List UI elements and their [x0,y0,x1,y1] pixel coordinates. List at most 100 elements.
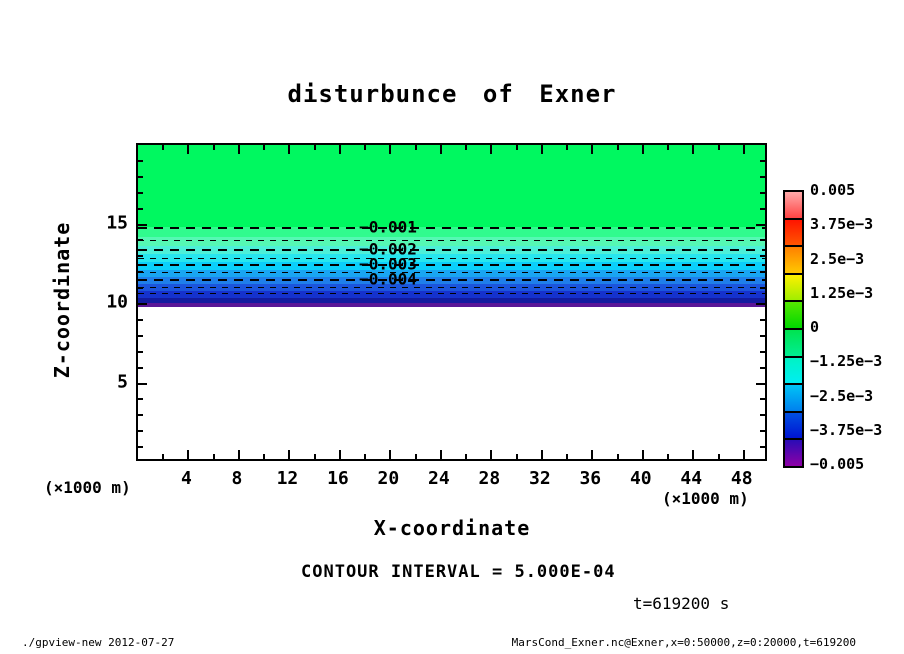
z-tick-left [138,318,143,321]
z-tick-left [138,414,143,417]
x-tick-bottom [540,450,543,459]
x-tick-top [288,145,291,154]
x-tick-bottom [364,454,367,459]
x-tick-bottom [414,454,417,459]
x-tick-top [389,145,392,154]
shade-band [138,307,765,459]
plot-area: −0.001 −0.002 −0.003 −0.004 [136,143,767,461]
z-tick-right [760,430,765,433]
z-tick-left [138,271,143,274]
z-axis-unit: (×1000 m) [44,478,131,497]
x-tick-top [439,145,442,154]
contour-line [138,279,765,282]
x-tick-bottom [313,454,316,459]
shade-band [138,298,765,304]
z-tick-left [138,366,143,369]
colorbar-tick-label: 0 [810,318,820,336]
colorbar-cell [785,247,802,275]
z-tick-right [760,271,765,274]
x-tick-label: 16 [327,468,349,489]
z-tick-left [138,175,143,178]
x-tick-label: 40 [629,468,652,489]
x-tick-top [515,145,518,150]
footer-data-source: MarsCond_Exner.nc@Exner,x=0:50000,z=0:20… [511,636,856,649]
contour-line [138,227,765,230]
z-tick-right [760,287,765,290]
z-tick-right [760,446,765,449]
z-tick-right [760,159,765,162]
colorbar-tick-label: −1.25e−3 [810,352,883,371]
x-tick-bottom [641,450,644,459]
x-tick-top [212,145,215,150]
z-tick-right [760,334,765,337]
colorbar-tick-label: −0.005 [810,455,865,473]
x-tick-label: 8 [231,468,243,489]
z-tick-left [138,303,147,305]
z-tick-left [138,350,143,353]
colorbar-cell [785,219,802,248]
x-tick-bottom [742,450,745,459]
z-tick-right [760,191,765,194]
x-tick-label: 24 [428,468,450,489]
x-tick-bottom [515,454,518,459]
x-tick-label: 32 [528,468,551,489]
x-tick-top [187,145,190,154]
colorbar [783,190,804,468]
z-tick-left [138,287,143,290]
colorbar-tick-label: −2.5e−3 [810,386,874,405]
shade-band [138,303,765,308]
x-tick-bottom [288,450,291,459]
x-tick-bottom [439,450,442,459]
x-tick-top [338,145,341,154]
z-tick-right [756,382,765,385]
contour-label: −0.004 [359,270,417,290]
x-tick-label: 36 [579,468,602,489]
z-tick-left [138,398,143,401]
x-tick-bottom [389,450,392,459]
z-tick-right [760,175,765,178]
x-tick-top [263,145,266,150]
x-tick-top [490,145,493,154]
z-tick-right [756,303,765,305]
shade-band [138,227,765,238]
x-tick-top [237,145,240,154]
x-axis-title: X-coordinate [373,516,531,540]
x-tick-bottom [465,454,468,459]
x-tick-label: 44 [680,468,703,489]
shade-band [138,237,765,247]
colorbar-cell [785,357,802,386]
shade-band [138,270,765,278]
x-tick-top [667,145,670,150]
z-tick-left [138,446,143,449]
x-tick-top [313,145,316,150]
x-tick-bottom [263,454,266,459]
x-tick-top [641,145,644,154]
x-tick-bottom [616,454,619,459]
x-tick-bottom [237,450,240,459]
x-tick-bottom [717,454,720,459]
footer-program-date: ./gpview-new 2012-07-27 [22,636,175,649]
z-tick-label: 10 [106,291,128,313]
contour-label: −0.001 [359,217,417,237]
colorbar-cell [785,440,802,466]
z-tick-right [756,223,765,226]
z-tick-label: 5 [117,371,128,392]
contour-line [138,249,765,252]
x-tick-top [717,145,720,150]
colorbar-cell [785,302,802,330]
x-axis-unit: (×1000 m) [662,489,749,508]
x-tick-bottom [591,450,594,459]
z-tick-left [138,223,147,226]
z-tick-right [760,318,765,321]
x-tick-bottom [187,450,190,459]
z-tick-right [760,350,765,353]
z-tick-right [760,398,765,401]
contour-label: −0.003 [359,254,417,274]
x-tick-top [692,145,695,154]
z-tick-right [760,239,765,242]
shade-band [138,145,765,228]
chart-title: disturbunce of Exner [287,80,617,108]
z-tick-right [760,366,765,369]
x-tick-label: 28 [478,468,501,489]
